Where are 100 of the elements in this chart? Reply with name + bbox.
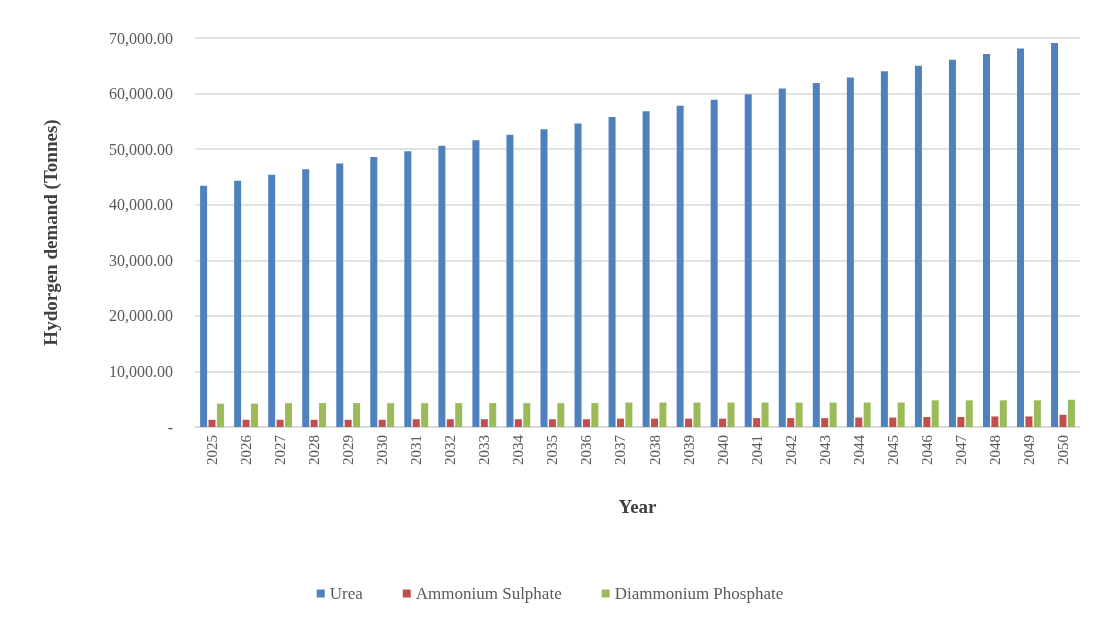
bar <box>455 403 463 427</box>
bar <box>991 416 999 427</box>
bar <box>923 417 931 427</box>
bar <box>608 116 616 427</box>
bar <box>625 402 633 427</box>
legend-label: Diammonium Phosphate <box>614 584 784 603</box>
bar <box>982 54 990 427</box>
x-tick-label: 2042 <box>782 435 799 465</box>
bar <box>370 156 378 427</box>
x-tick-label: 2041 <box>748 435 765 465</box>
bar <box>540 129 548 427</box>
bar <box>438 145 446 427</box>
bar <box>744 94 752 427</box>
bar <box>999 400 1007 427</box>
bar <box>336 163 344 427</box>
x-tick-label: 2047 <box>952 434 969 465</box>
bar <box>412 419 420 427</box>
x-tick-label: 2036 <box>578 434 595 465</box>
x-tick-label: 2038 <box>646 435 663 465</box>
bar <box>957 417 965 427</box>
bar <box>642 111 650 427</box>
x-tick-label: 2037 <box>612 434 629 465</box>
x-tick-label: 2026 <box>238 434 255 465</box>
bar <box>710 99 718 427</box>
bar <box>965 400 973 427</box>
bar <box>310 419 318 427</box>
bar <box>821 418 829 427</box>
bar <box>582 419 590 427</box>
y-tick-label: 40,000.00 <box>109 196 173 214</box>
bar <box>795 402 803 427</box>
bar <box>353 403 361 427</box>
bar <box>208 419 216 427</box>
x-tick-label: 2040 <box>714 435 731 465</box>
y-tick-label: - <box>167 418 173 436</box>
bar <box>1051 43 1059 427</box>
legend-label: Ammonium Sulphate <box>415 584 562 603</box>
bar <box>387 403 395 427</box>
x-tick-label: 2035 <box>544 435 561 465</box>
bar <box>319 403 327 427</box>
bar <box>285 403 293 427</box>
x-tick-label: 2027 <box>272 434 289 465</box>
bar <box>1059 414 1067 427</box>
bar <box>846 77 854 427</box>
bar <box>574 123 582 427</box>
y-tick-label: 50,000.00 <box>109 140 173 158</box>
x-tick-label: 2025 <box>204 435 221 465</box>
bar <box>344 419 352 427</box>
bar <box>812 83 820 427</box>
bar <box>787 418 795 427</box>
bar <box>651 418 659 427</box>
x-tick-label: 2044 <box>850 434 867 465</box>
bar <box>753 418 761 427</box>
bar <box>761 402 769 427</box>
x-tick-label: 2050 <box>1054 435 1071 465</box>
x-tick-label: 2039 <box>680 435 697 465</box>
x-tick-label: 2032 <box>442 435 459 465</box>
bar <box>659 402 667 427</box>
bar <box>727 402 735 427</box>
bar <box>378 419 386 427</box>
x-tick-label: 2030 <box>374 435 391 465</box>
bar <box>506 134 514 427</box>
bar <box>719 418 727 427</box>
x-tick-label: 2045 <box>884 435 901 465</box>
bar <box>276 419 284 427</box>
y-tick-label: 20,000.00 <box>109 307 173 325</box>
bar <box>1025 416 1033 427</box>
bar <box>216 403 224 427</box>
bar <box>557 403 565 427</box>
bar <box>855 417 863 427</box>
bar <box>685 418 693 427</box>
bar <box>200 185 208 427</box>
bar <box>446 419 454 427</box>
bar <box>676 105 684 427</box>
bar <box>523 403 531 427</box>
bar <box>948 59 956 427</box>
bar <box>514 419 522 427</box>
y-tick-label: 70,000.00 <box>109 29 173 47</box>
bar <box>250 403 258 427</box>
bar <box>1033 400 1041 427</box>
x-tick-label: 2048 <box>986 435 1003 465</box>
bar <box>548 419 556 427</box>
bar <box>489 403 497 427</box>
bar <box>693 402 701 427</box>
x-tick-label: 2029 <box>340 435 357 465</box>
bar <box>1067 399 1075 427</box>
legend-label: Urea <box>329 584 364 603</box>
bar <box>889 417 897 427</box>
bar <box>591 403 599 427</box>
x-axis-title: Year <box>618 496 658 517</box>
bar <box>931 400 939 427</box>
bar <box>302 169 310 427</box>
bar <box>1017 48 1025 427</box>
bar <box>897 402 905 427</box>
bar <box>480 419 488 427</box>
x-tick-label: 2046 <box>918 434 935 465</box>
y-tick-label: 30,000.00 <box>109 251 173 269</box>
bar <box>404 151 412 427</box>
x-tick-label: 2028 <box>306 435 323 465</box>
x-tick-label: 2033 <box>476 435 493 465</box>
bar <box>268 174 276 427</box>
